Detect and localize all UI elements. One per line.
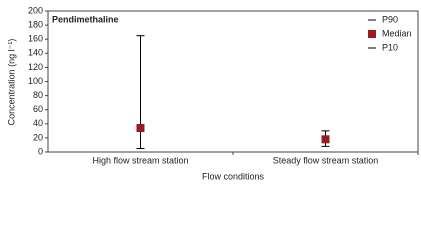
y-tick-label: 80 — [33, 90, 43, 100]
legend-label: Median — [382, 28, 412, 38]
y-axis-title: Concentration (ng l⁻¹) — [6, 39, 16, 126]
y-tick-label: 140 — [28, 48, 43, 58]
median-marker — [136, 124, 145, 133]
chart-title: Pendimethaline — [52, 14, 119, 24]
y-tick-label: 40 — [33, 118, 43, 128]
x-tick-label: Steady flow stream station — [273, 155, 379, 165]
legend-label: P90 — [382, 14, 398, 24]
y-tick-label: 100 — [28, 76, 43, 86]
y-tick-label: 0 — [38, 146, 43, 156]
y-tick-label: 200 — [28, 5, 43, 15]
y-tick-label: 20 — [33, 132, 43, 142]
legend-marker — [368, 30, 376, 38]
x-axis-title: Flow conditions — [202, 171, 265, 181]
y-tick-label: 160 — [28, 34, 43, 44]
median-marker — [321, 135, 330, 144]
y-tick-label: 120 — [28, 62, 43, 72]
chart: Pendimethaline Flow conditions Concentra… — [6, 5, 419, 181]
y-tick-label: 180 — [28, 19, 43, 29]
plot-frame — [47, 10, 419, 153]
x-tick-label: High flow stream station — [92, 155, 188, 165]
legend-label: P10 — [382, 42, 398, 52]
y-tick-label: 60 — [33, 104, 43, 114]
